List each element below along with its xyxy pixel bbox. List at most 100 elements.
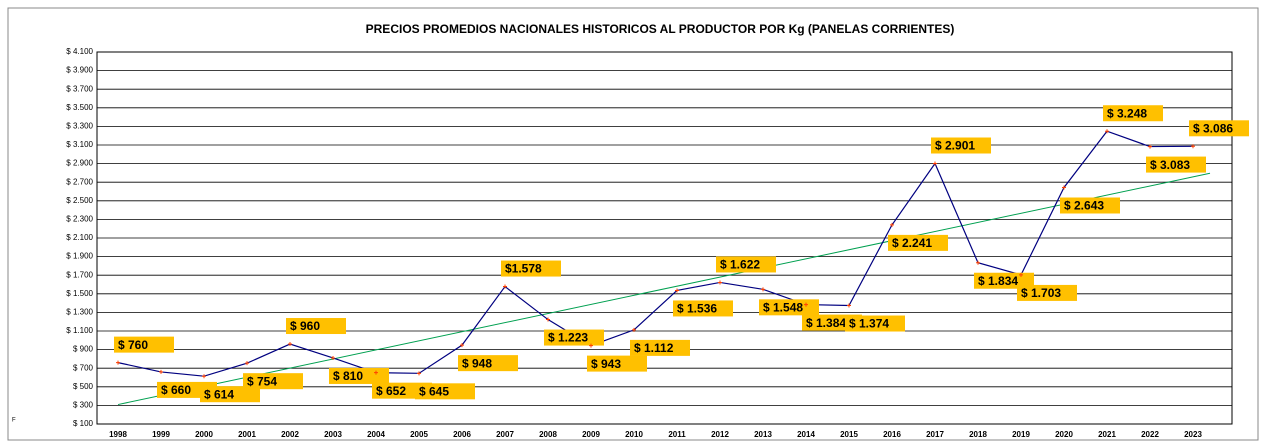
value-label-box (415, 383, 475, 400)
value-label-box (544, 329, 604, 346)
footnote: F (12, 418, 16, 424)
value-label-box (845, 315, 905, 332)
x-tick-label: 2012 (711, 430, 729, 439)
point-marker (1019, 272, 1023, 277)
y-tick-label: $ 3.900 (66, 66, 93, 75)
value-label-box (114, 336, 174, 353)
point-marker (245, 361, 249, 366)
y-tick-label: $ 1.500 (66, 289, 93, 298)
y-tick-label: $ 1.300 (66, 308, 93, 317)
y-tick-label: $ 3.700 (66, 84, 93, 93)
x-tick-label: 2008 (539, 430, 557, 439)
value-label: $ 2.241 (892, 236, 932, 250)
y-tick-label: $ 2.500 (66, 196, 93, 205)
point-marker (933, 161, 937, 166)
x-tick-label: 2015 (840, 430, 858, 439)
x-tick-label: 2010 (625, 430, 643, 439)
value-label-box (1060, 197, 1120, 214)
trend-line (117, 172, 1211, 406)
value-label: $ 614 (204, 387, 234, 401)
y-tick-label: $ 500 (73, 382, 94, 391)
x-tick-label: 2016 (883, 430, 901, 439)
point-marker (890, 222, 894, 227)
y-tick-label: $ 2.700 (66, 177, 93, 186)
value-label: $ 2.643 (1064, 199, 1104, 213)
x-tick-label: 2019 (1012, 430, 1030, 439)
point-marker (288, 342, 292, 347)
point-marker (460, 343, 464, 348)
y-tick-label: $ 3.300 (66, 122, 93, 131)
y-tick-label: $ 3.500 (66, 103, 93, 112)
point-marker (632, 327, 636, 332)
x-tick-label: 2006 (453, 430, 471, 439)
y-tick-label: $ 900 (73, 345, 94, 354)
x-tick-label: 1998 (109, 430, 127, 439)
value-label: $ 754 (247, 374, 277, 388)
x-tick-label: 2003 (324, 430, 342, 439)
value-label-box (243, 373, 303, 390)
value-label: $ 3.083 (1150, 158, 1190, 172)
value-label-box (329, 367, 389, 384)
x-tick-label: 2021 (1098, 430, 1116, 439)
value-label-box (1146, 156, 1206, 173)
point-marker (1062, 185, 1066, 190)
value-label-box (587, 355, 647, 372)
point-marker (159, 369, 163, 374)
point-marker (374, 370, 378, 375)
y-tick-label: $ 2.100 (66, 233, 93, 242)
y-tick-label: $ 2.900 (66, 159, 93, 168)
x-tick-label: 2023 (1184, 430, 1202, 439)
point-marker (202, 374, 206, 379)
point-marker (331, 355, 335, 360)
y-tick-label: $ 4.100 (66, 47, 93, 56)
value-label: $ 760 (118, 338, 148, 352)
value-label-box (286, 318, 346, 335)
value-label: $ 943 (591, 357, 621, 371)
point-marker (546, 317, 550, 322)
chart-title: PRECIOS PROMEDIOS NACIONALES HISTORICOS … (366, 22, 955, 36)
value-label-box (1189, 120, 1249, 137)
value-label: $ 1.834 (978, 274, 1018, 288)
point-marker (718, 280, 722, 285)
x-tick-label: 2020 (1055, 430, 1073, 439)
y-tick-label: $ 700 (73, 363, 94, 372)
value-label-box (931, 137, 991, 154)
x-tick-label: 2009 (582, 430, 600, 439)
value-label: $ 960 (290, 319, 320, 333)
value-label: $ 1.536 (677, 302, 717, 316)
point-marker (1105, 129, 1109, 134)
x-tick-label: 2013 (754, 430, 772, 439)
x-tick-label: 2007 (496, 430, 514, 439)
y-tick-label: $ 1.900 (66, 252, 93, 261)
x-tick-label: 2004 (367, 430, 385, 439)
value-label: $ 1.374 (849, 317, 889, 331)
x-tick-label: 2018 (969, 430, 987, 439)
point-marker (503, 284, 507, 289)
point-marker (1148, 144, 1152, 149)
point-marker (589, 343, 593, 348)
value-label: $ 3.248 (1107, 106, 1147, 120)
x-tick-label: 2014 (797, 430, 815, 439)
value-label: $ 660 (161, 383, 191, 397)
value-label-box (888, 234, 948, 251)
value-label-box (673, 300, 733, 317)
x-tick-label: 2000 (195, 430, 213, 439)
x-tick-label: 2005 (410, 430, 428, 439)
point-marker (761, 287, 765, 292)
value-label: $ 1.548 (763, 301, 803, 315)
y-tick-label: $ 300 (73, 401, 94, 410)
value-label-box (759, 299, 819, 316)
y-tick-label: $ 3.100 (66, 140, 93, 149)
point-marker (1191, 144, 1195, 149)
value-label-box (716, 256, 776, 273)
value-label: $ 948 (462, 356, 492, 370)
point-marker (675, 288, 679, 293)
y-tick-label: $ 100 (73, 419, 94, 428)
value-label: $ 645 (419, 384, 449, 398)
value-label: $ 652 (376, 384, 406, 398)
value-label: $ 2.901 (935, 139, 975, 153)
point-marker (804, 302, 808, 307)
y-tick-label: $ 2.300 (66, 215, 93, 224)
point-marker (976, 260, 980, 265)
